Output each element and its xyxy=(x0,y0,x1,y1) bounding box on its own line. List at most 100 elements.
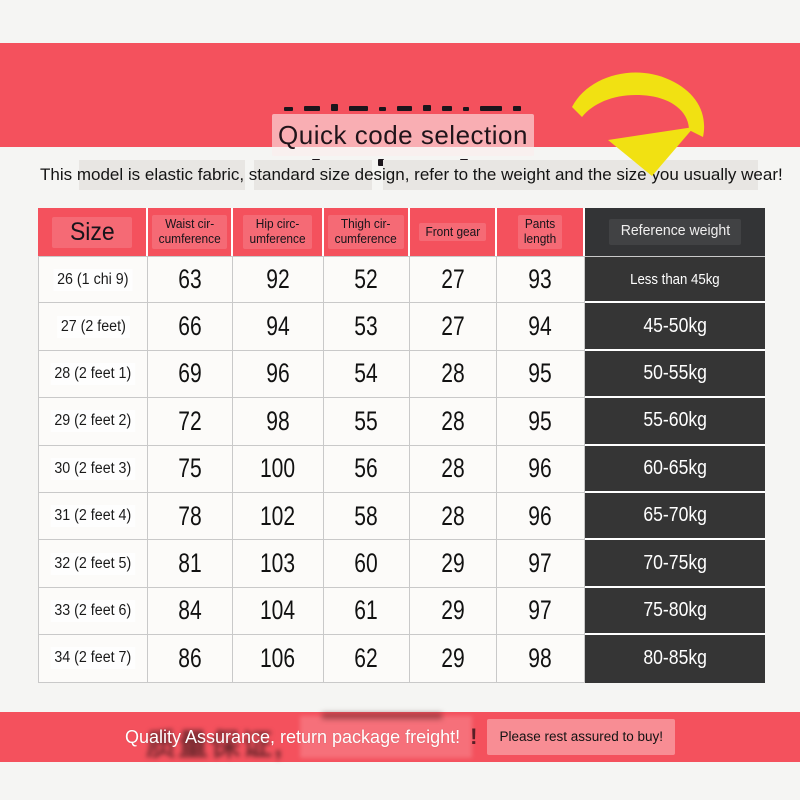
size-label: 28 (2 feet 1) xyxy=(50,362,136,385)
reference-weight-value: Less than 45kg xyxy=(630,270,720,288)
thigh-value: 54 xyxy=(354,358,379,389)
reference-weight-cell: Less than 45kg xyxy=(585,256,765,304)
pants-length-cell: 95 xyxy=(497,398,585,446)
pants-length-cell: 96 xyxy=(497,492,585,541)
thigh-cell: 58 xyxy=(324,492,410,541)
waist-cell: 63 xyxy=(148,256,233,304)
thigh-value: 53 xyxy=(354,311,379,342)
reference-weight-value: 80-85kg xyxy=(643,647,707,670)
waist-cell: 75 xyxy=(148,445,233,493)
hip-header-cell: Hip circ- umference xyxy=(233,208,324,256)
size-header-label: Size xyxy=(69,217,115,246)
front-gear-cell: 29 xyxy=(410,587,497,636)
waist-cell: 66 xyxy=(148,303,233,351)
thigh-value: 60 xyxy=(354,548,379,579)
reference-weight-value: 45-50kg xyxy=(643,314,707,337)
hip-value: 103 xyxy=(260,548,296,579)
table-row: 27 (2 feet) 66 94 53 27 94 45-50kg xyxy=(38,303,765,351)
top-banner: Quick code selection xyxy=(0,43,800,166)
front-gear-value: 29 xyxy=(441,642,465,673)
hip-cell: 96 xyxy=(233,350,324,399)
waist-cell: 69 xyxy=(148,350,233,399)
thigh-cell: 62 xyxy=(324,635,410,683)
hip-value: 96 xyxy=(266,358,290,389)
pants-length-value: 98 xyxy=(528,642,553,673)
front-gear-cell: 27 xyxy=(410,303,497,351)
banner-title: Quick code selection xyxy=(278,119,528,150)
pants-length-header-cell: Pants length xyxy=(497,208,585,256)
waist-value: 86 xyxy=(178,642,202,673)
thigh-value: 58 xyxy=(354,500,379,531)
hip-cell: 94 xyxy=(233,303,324,351)
hip-cell: 92 xyxy=(233,256,324,304)
waist-value: 84 xyxy=(178,595,202,626)
pants-length-cell: 97 xyxy=(497,587,585,636)
size-cell: 34 (2 feet 7) xyxy=(38,635,148,683)
waist-value: 66 xyxy=(178,311,202,342)
reference-weight-cell: 55-60kg xyxy=(585,398,765,446)
waist-cell: 86 xyxy=(148,635,233,683)
size-cell: 32 (2 feet 5) xyxy=(38,540,148,588)
pants-length-cell: 97 xyxy=(497,540,585,588)
hip-value: 92 xyxy=(266,264,290,295)
pants-length-value: 95 xyxy=(528,405,553,436)
front-gear-value: 29 xyxy=(441,595,465,626)
waist-value: 81 xyxy=(178,548,202,579)
reference-weight-cell: 80-85kg xyxy=(585,635,765,683)
size-cell: 27 (2 feet) xyxy=(38,303,148,351)
reference-weight-value: 65-70kg xyxy=(643,504,707,527)
pants-length-cell: 94 xyxy=(497,303,585,351)
reference-weight-value: 50-55kg xyxy=(643,361,707,384)
hip-cell: 102 xyxy=(233,492,324,541)
quality-assurance-text: Quality Assurance, return package freigh… xyxy=(124,726,461,747)
reference-weight-value: 70-75kg xyxy=(643,551,707,574)
thigh-cell: 55 xyxy=(324,398,410,446)
hip-value: 104 xyxy=(260,595,296,626)
front-gear-cell: 28 xyxy=(410,445,497,493)
size-label: 30 (2 feet 3) xyxy=(50,457,136,480)
pants-length-cell: 98 xyxy=(497,635,585,683)
waist-value: 63 xyxy=(178,264,202,295)
notice-line: This model is elastic fabric, standard s… xyxy=(0,160,800,190)
size-cell: 30 (2 feet 3) xyxy=(38,445,148,493)
hip-value: 100 xyxy=(260,453,296,484)
pants-length-cell: 95 xyxy=(497,350,585,399)
front-gear-header-cell: Front gear xyxy=(410,208,497,256)
front-gear-cell: 28 xyxy=(410,398,497,446)
size-label: 33 (2 feet 6) xyxy=(50,599,136,622)
size-label: 29 (2 feet 2) xyxy=(50,410,136,433)
pants-length-value: 93 xyxy=(528,264,553,295)
size-label: 34 (2 feet 7) xyxy=(50,647,136,670)
thigh-cell: 61 xyxy=(324,587,410,636)
hip-value: 94 xyxy=(266,311,290,342)
pants-length-value: 94 xyxy=(528,311,553,342)
front-gear-value: 27 xyxy=(441,264,465,295)
thigh-value: 52 xyxy=(354,264,379,295)
bottom-banner: 质量保证, Quality Assurance, return package … xyxy=(0,712,800,762)
table-row: 28 (2 feet 1) 69 96 54 28 95 50-55kg xyxy=(38,350,765,399)
reference-weight-cell: 60-65kg xyxy=(585,445,765,493)
table-row: 34 (2 feet 7) 86 106 62 29 98 80-85kg xyxy=(38,635,765,683)
thigh-cell: 52 xyxy=(324,256,410,304)
size-cell: 33 (2 feet 6) xyxy=(38,587,148,636)
highlight-box xyxy=(383,160,758,190)
table-header-row: Size Waist cir- cumference Hip circ- umf… xyxy=(38,208,765,256)
size-cell: 28 (2 feet 1) xyxy=(38,350,148,399)
waist-value: 75 xyxy=(178,453,202,484)
size-cell: 26 (1 chi 9) xyxy=(38,256,148,304)
hip-cell: 103 xyxy=(233,540,324,588)
table-row: 31 (2 feet 4) 78 102 58 28 96 65-70kg xyxy=(38,492,765,541)
reference-weight-header-cell: Reference weight xyxy=(585,208,765,256)
thigh-cell: 54 xyxy=(324,350,410,399)
size-label: 26 (1 chi 9) xyxy=(53,268,133,291)
exclamation-mark: ! xyxy=(470,724,478,749)
pants-length-value: 97 xyxy=(528,548,553,579)
obscured-text-remnant xyxy=(322,713,442,719)
reference-weight-cell: 45-50kg xyxy=(585,303,765,351)
obscured-text-remnants-top xyxy=(284,104,532,111)
waist-value: 78 xyxy=(178,500,202,531)
size-cell: 31 (2 feet 4) xyxy=(38,492,148,541)
thigh-value: 55 xyxy=(354,405,379,436)
hip-cell: 104 xyxy=(233,587,324,636)
